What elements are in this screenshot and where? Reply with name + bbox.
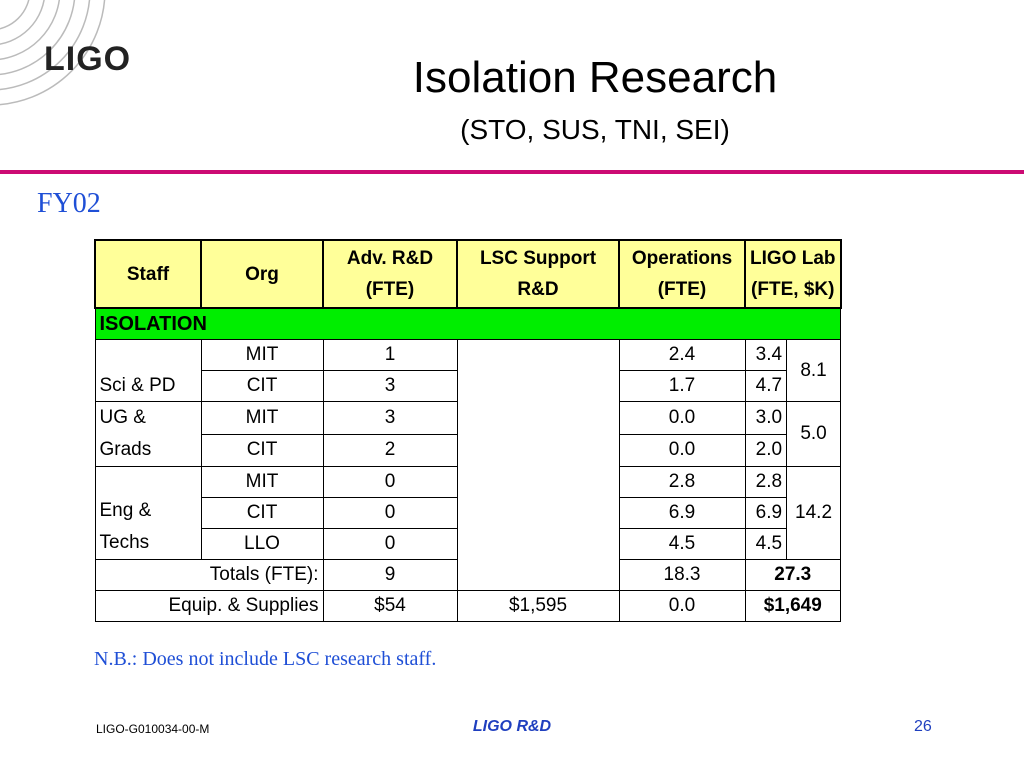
section-label: ISOLATION — [94, 307, 841, 340]
equip-lab: $1,649 — [744, 590, 841, 622]
group-sci-pd: Sci & PD — [94, 339, 202, 402]
table-row: CIT 0 6.9 6.9 — [95, 497, 841, 529]
row-ops: 6.9 — [618, 497, 746, 529]
page-title: Isolation Research — [412, 53, 778, 102]
totals-lab: 27.3 — [744, 559, 841, 591]
row-lab: 6.9 — [744, 497, 788, 529]
row-adv: 0 — [322, 528, 458, 560]
row-adv: 1 — [322, 339, 458, 371]
equip-row: Equip. & Supplies $54 $1,595 0.0 $1,649 — [94, 590, 841, 622]
section-row: ISOLATION — [94, 307, 841, 340]
footer-title: LIGO R&D — [472, 718, 552, 735]
row-org: MIT — [200, 339, 324, 371]
footnote: N.B.: Does not include LSC research staf… — [94, 648, 437, 670]
row-org: CIT — [200, 497, 324, 529]
row-ops: 4.5 — [618, 528, 746, 560]
logo-text: LIGO — [44, 40, 132, 78]
header-staff: Staff — [94, 239, 202, 309]
isolation-table: Staff Org Adv. R&D (FTE) LSC Support R&D O… — [94, 239, 842, 622]
header-adv-rd: Adv. R&D (FTE) — [322, 239, 458, 309]
group-eng-techs: Eng & Techs — [94, 466, 202, 560]
totals-ops: 18.3 — [618, 559, 746, 591]
table-row: CIT 3 1.7 4.7 — [95, 370, 841, 402]
header-operations: Operations (FTE) — [618, 239, 746, 309]
group-total-sci-pd: 8.1 — [786, 339, 841, 402]
row-lab: 2.8 — [744, 466, 788, 498]
row-ops: 0.0 — [618, 401, 746, 435]
row-lab: 4.5 — [744, 528, 788, 560]
row-lab: 2.0 — [744, 433, 788, 467]
table-row: LLO 0 4.5 4.5 — [95, 528, 841, 560]
row-org: CIT — [200, 370, 324, 402]
divider-rule — [0, 170, 1024, 174]
row-lab: 3.4 — [744, 339, 788, 371]
row-adv: 0 — [322, 497, 458, 529]
row-org: CIT — [200, 433, 324, 467]
fiscal-year-label: FY02 — [37, 188, 101, 219]
ligo-logo: LIGO — [0, 0, 200, 120]
table-row: UG & Grads MIT 3 0.0 3.0 5.0 — [94, 401, 841, 467]
group-total-ug: 5.0 — [786, 401, 841, 467]
header-ligo-lab: LIGO Lab (FTE, $K) — [744, 239, 842, 309]
table-header-row: Staff Org Adv. R&D (FTE) LSC Support R&D O… — [94, 239, 842, 309]
row-adv: 2 — [322, 433, 458, 467]
row-adv: 3 — [322, 370, 458, 402]
table-row: Eng & Techs MIT 0 2.8 2.8 14.2 — [94, 466, 841, 560]
lsc-blank — [456, 339, 620, 591]
row-ops: 0.0 — [618, 433, 746, 467]
page-number: 26 — [914, 718, 932, 735]
table-row: CIT 2 0.0 2.0 — [95, 433, 841, 467]
row-ops: 1.7 — [618, 370, 746, 402]
equip-lsc: $1,595 — [456, 590, 620, 622]
row-org: LLO — [200, 528, 324, 560]
row-org: MIT — [200, 401, 324, 435]
page-subtitle: (STO, SUS, TNI, SEI) — [460, 114, 730, 145]
row-lab: 4.7 — [744, 370, 788, 402]
equip-label: Equip. & Supplies — [94, 590, 324, 622]
header-org: Org — [200, 239, 324, 309]
totals-label: Totals (FTE): — [94, 559, 324, 591]
row-lab: 3.0 — [744, 401, 788, 435]
group-ug-grads: UG & Grads — [94, 401, 202, 467]
table-row: Sci & PD MIT 1 2.4 3.4 8.1 — [94, 339, 841, 591]
row-org: MIT — [200, 466, 324, 498]
header-lsc-support: LSC Support R&D — [456, 239, 620, 309]
totals-row: Totals (FTE): 9 18.3 27.3 — [94, 559, 841, 591]
group-total-eng: 14.2 — [786, 466, 841, 560]
row-ops: 2.8 — [618, 466, 746, 498]
row-ops: 2.4 — [618, 339, 746, 371]
doc-id: LIGO-G010034-00-M — [96, 722, 210, 736]
totals-adv: 9 — [322, 559, 458, 591]
equip-adv: $54 — [322, 590, 458, 622]
row-adv: 0 — [322, 466, 458, 498]
equip-ops: 0.0 — [618, 590, 746, 622]
row-adv: 3 — [322, 401, 458, 435]
